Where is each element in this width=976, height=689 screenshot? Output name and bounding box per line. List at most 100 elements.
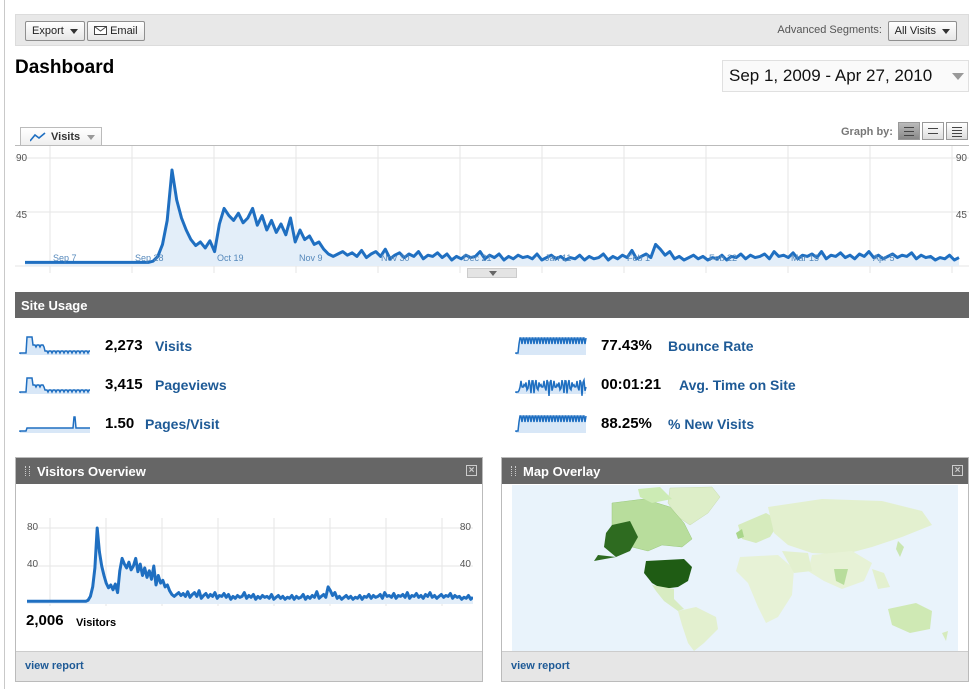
new-zealand-shape <box>942 631 948 641</box>
view-report-link[interactable]: view report <box>25 660 84 672</box>
advanced-segments-label: Advanced Segments: <box>777 24 882 36</box>
y-tick-right-40: 40 <box>459 559 471 570</box>
widget-title: Visitors Overview <box>37 464 146 479</box>
y-tick-left-45: 45 <box>16 210 28 221</box>
metric-value: 2,273 <box>105 337 143 354</box>
x-tick-label: Nov 30 <box>381 253 410 263</box>
graph-by-week-button[interactable] <box>922 122 944 140</box>
visitors-overview-widget: Visitors Overview × 80 40 80 40 2,006 Vi… <box>15 457 483 682</box>
new-visits-sparkline[interactable] <box>514 413 590 435</box>
widget-footer: view report <box>502 651 968 681</box>
x-tick-label: Apr 5 <box>873 253 895 263</box>
sparkline-line <box>19 416 90 432</box>
world-map[interactable] <box>512 485 958 652</box>
graph-by-month-button[interactable] <box>946 122 968 140</box>
site-usage-title: Site Usage <box>21 298 88 313</box>
mexico-shape <box>652 585 684 611</box>
visitors-area <box>27 528 473 604</box>
widget-header[interactable]: Visitors Overview × <box>16 458 482 484</box>
avg-time-sparkline[interactable] <box>514 374 590 396</box>
metric-link[interactable]: Bounce Rate <box>668 338 754 354</box>
export-button[interactable]: Export <box>25 21 85 41</box>
chevron-down-icon <box>87 135 95 140</box>
y-tick-left-80: 80 <box>27 522 39 533</box>
se-asia-shape <box>872 569 890 589</box>
metric-value: 1.50 <box>105 415 135 432</box>
sparkline-line <box>515 415 587 432</box>
alaska-shape <box>604 521 638 557</box>
metric-link[interactable]: Avg. Time on Site <box>679 377 796 393</box>
chevron-down-icon <box>942 28 950 34</box>
y-tick-right-90: 90 <box>955 153 967 164</box>
bounce-rate-sparkline[interactable] <box>514 335 590 357</box>
x-tick-label: Sep 28 <box>135 253 164 263</box>
widget-header[interactable]: Map Overlay × <box>502 458 968 484</box>
date-range-picker[interactable]: Sep 1, 2009 - Apr 27, 2010 <box>722 60 969 92</box>
chevron-down-icon[interactable] <box>952 73 964 80</box>
widget-title: Map Overlay <box>523 464 601 479</box>
metric-value: 88.25% <box>601 415 652 432</box>
x-tick-label: Feb 1 <box>627 253 651 263</box>
sparkline-area <box>20 378 90 394</box>
sparkline-line <box>515 337 587 354</box>
toolbar: Export Email Advanced Segments: All Visi… <box>15 14 969 46</box>
view-report-link[interactable]: view report <box>511 660 570 672</box>
dashboard-frame <box>4 0 976 689</box>
pageviews-sparkline[interactable] <box>18 374 94 396</box>
chevron-down-icon <box>69 28 78 34</box>
page-title: Dashboard <box>15 57 115 78</box>
sparkline-line <box>515 377 587 396</box>
x-tick-label: Sep 7 <box>53 253 77 263</box>
date-range-text: Sep 1, 2009 - Apr 27, 2010 <box>729 66 933 85</box>
visitors-total: 2,006 <box>26 612 64 629</box>
metric-link[interactable]: % New Visits <box>668 416 755 432</box>
graph-by-label: Graph by: <box>841 126 893 138</box>
x-tick-label: Dec 21 <box>463 253 492 263</box>
email-button[interactable]: Email <box>87 21 145 41</box>
segments-select[interactable]: All Visits <box>887 21 957 41</box>
graph-resize-handle[interactable] <box>467 268 517 278</box>
x-tick-label: Oct 19 <box>217 253 244 263</box>
metric-selector-tab[interactable]: Visits <box>20 127 102 146</box>
envelope-icon <box>94 26 107 35</box>
metric-link[interactable]: Pages/Visit <box>145 416 220 432</box>
visitors-total-label: Visitors <box>76 617 117 629</box>
sparkline-line <box>19 377 90 394</box>
europe-shape <box>738 513 780 543</box>
x-tick-label: Mar 15 <box>791 253 820 263</box>
line-chart-icon <box>30 132 46 142</box>
metric-value: 77.43% <box>601 337 652 354</box>
pages-per-visit-sparkline[interactable] <box>18 413 94 435</box>
widget-footer: view report <box>16 651 482 681</box>
metric-selector-label: Visits <box>51 131 81 143</box>
x-tick-label: Feb 22 <box>709 253 738 263</box>
visits-chart-svg <box>15 146 969 273</box>
metric-link[interactable]: Pageviews <box>155 377 227 393</box>
usa-shape <box>644 559 692 589</box>
y-tick-left-90: 90 <box>16 153 28 164</box>
middle-east-shape <box>782 551 812 573</box>
x-tick-label: Jan 11 <box>545 253 572 263</box>
alaska-chain-shape <box>594 555 616 561</box>
segments-value: All Visits <box>894 25 936 37</box>
greenland-shape <box>667 486 721 526</box>
series-area <box>25 170 959 266</box>
visits-graph: 90 45 90 45 Sep 7 Sep 28 Oct 19 Nov 9 Nov 30… <box>15 145 969 273</box>
metric-link[interactable]: Visits <box>155 338 193 354</box>
india-shape <box>834 569 848 585</box>
drag-handle-icon[interactable] <box>25 466 30 476</box>
visitors-line <box>27 526 473 603</box>
y-tick-right-80: 80 <box>459 522 471 533</box>
close-icon[interactable]: × <box>466 465 477 476</box>
australia-shape <box>888 603 932 633</box>
sparkline-area <box>20 417 90 433</box>
south-america-shape <box>678 607 718 651</box>
y-tick-left-40: 40 <box>27 559 39 570</box>
map-overlay-widget: Map Overlay × view r <box>501 457 969 682</box>
close-icon[interactable]: × <box>952 465 963 476</box>
visits-sparkline[interactable] <box>18 335 94 357</box>
series-line <box>25 168 960 264</box>
drag-handle-icon[interactable] <box>511 466 516 476</box>
x-tick-label: Nov 9 <box>299 253 323 263</box>
graph-by-day-button[interactable] <box>898 122 920 140</box>
